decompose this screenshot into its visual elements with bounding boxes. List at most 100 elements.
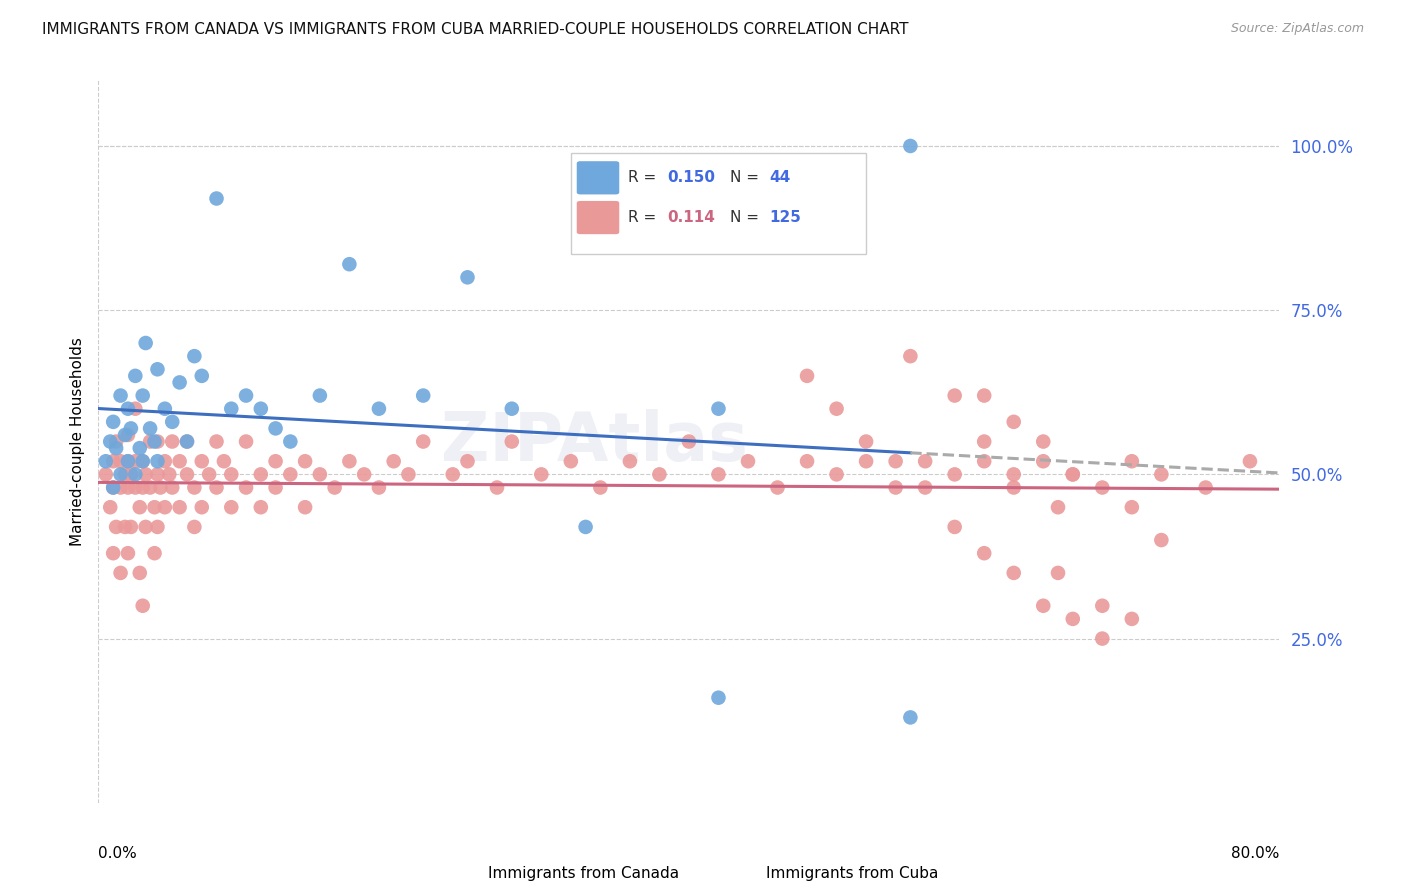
Point <box>132 454 155 468</box>
Point <box>707 401 730 416</box>
Point <box>501 401 523 416</box>
Point <box>162 434 183 449</box>
Point <box>707 690 730 705</box>
Point <box>117 428 139 442</box>
Point <box>648 467 671 482</box>
Point <box>766 481 789 495</box>
Point <box>825 467 848 482</box>
Point <box>105 441 128 455</box>
Point <box>323 481 346 495</box>
Point <box>176 467 198 482</box>
Point <box>264 481 287 495</box>
Point <box>264 421 287 435</box>
Point <box>530 467 553 482</box>
Point <box>183 520 205 534</box>
Point <box>221 500 243 515</box>
Text: Immigrants from Cuba: Immigrants from Cuba <box>766 866 938 880</box>
Point <box>1062 612 1084 626</box>
Point <box>280 467 302 482</box>
Point <box>124 481 146 495</box>
Point <box>191 454 214 468</box>
Point <box>153 500 176 515</box>
Point <box>900 349 922 363</box>
Point <box>110 566 132 580</box>
Point <box>162 415 183 429</box>
Point <box>264 454 287 468</box>
Point <box>309 467 332 482</box>
Point <box>825 401 848 416</box>
Point <box>128 566 150 580</box>
Text: 0.150: 0.150 <box>668 170 716 186</box>
Point <box>1062 467 1084 482</box>
Point <box>128 441 150 455</box>
Point <box>737 454 759 468</box>
Point <box>146 520 169 534</box>
Point <box>560 454 582 468</box>
Point <box>169 500 191 515</box>
Point <box>169 376 191 390</box>
Point <box>339 454 361 468</box>
Point <box>280 434 302 449</box>
Text: IMMIGRANTS FROM CANADA VS IMMIGRANTS FROM CUBA MARRIED-COUPLE HOUSEHOLDS CORRELA: IMMIGRANTS FROM CANADA VS IMMIGRANTS FRO… <box>42 22 908 37</box>
Point <box>105 520 128 534</box>
Point <box>294 454 316 468</box>
Point <box>221 401 243 416</box>
Point <box>855 434 877 449</box>
Y-axis label: Married-couple Households: Married-couple Households <box>69 337 84 546</box>
Point <box>796 368 818 383</box>
Point <box>973 388 995 402</box>
FancyBboxPatch shape <box>721 855 758 892</box>
Point <box>157 467 180 482</box>
Point <box>117 454 139 468</box>
Point <box>169 454 191 468</box>
Point <box>368 481 391 495</box>
Point <box>1002 566 1025 580</box>
Point <box>135 467 157 482</box>
Point <box>1121 454 1143 468</box>
Point <box>117 401 139 416</box>
Point <box>235 388 257 402</box>
Point <box>205 434 228 449</box>
Point <box>619 454 641 468</box>
Point <box>1150 533 1173 547</box>
Point <box>294 500 316 515</box>
Point <box>162 481 183 495</box>
Point <box>117 481 139 495</box>
Text: Source: ZipAtlas.com: Source: ZipAtlas.com <box>1230 22 1364 36</box>
Point <box>103 415 125 429</box>
Point <box>191 500 214 515</box>
Point <box>457 270 479 285</box>
Point <box>149 481 172 495</box>
Text: R =: R = <box>627 210 661 225</box>
Point <box>143 500 166 515</box>
Point <box>103 454 125 468</box>
Point <box>1195 481 1218 495</box>
Point <box>120 520 142 534</box>
Point <box>135 336 157 351</box>
Point <box>124 401 146 416</box>
Point <box>1062 467 1084 482</box>
Point <box>575 520 598 534</box>
Point <box>146 467 169 482</box>
Point <box>205 192 228 206</box>
Point <box>120 421 142 435</box>
Point <box>1150 467 1173 482</box>
Point <box>110 388 132 402</box>
Point <box>1121 500 1143 515</box>
Point <box>943 467 966 482</box>
Point <box>501 434 523 449</box>
FancyBboxPatch shape <box>576 201 619 235</box>
Point <box>139 421 162 435</box>
FancyBboxPatch shape <box>443 855 479 892</box>
Point <box>176 434 198 449</box>
Point <box>235 434 257 449</box>
Point <box>139 434 162 449</box>
Point <box>110 467 132 482</box>
Point <box>1239 454 1261 468</box>
Point <box>1046 566 1070 580</box>
Point <box>132 599 155 613</box>
Point <box>412 434 434 449</box>
Point <box>103 481 125 495</box>
Point <box>124 454 146 468</box>
Point <box>191 368 214 383</box>
